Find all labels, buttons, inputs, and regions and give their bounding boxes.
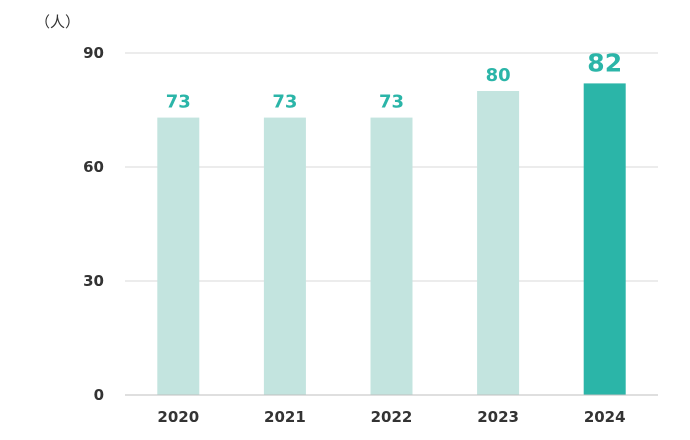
bar-2024 [583,83,626,396]
data-labels: 73 73 73 80 82 [166,48,622,112]
y-tick-label: 30 [83,272,104,290]
data-label-2024: 82 [587,48,622,77]
bars [157,83,626,396]
bar-2020 [157,117,200,395]
x-axis-ticks: 2020 2021 2022 2023 2024 [157,408,625,426]
bar-2022 [370,117,413,395]
data-label-2020: 73 [166,92,191,113]
y-tick-label: 90 [83,44,104,62]
x-tick-label-2022: 2022 [371,408,413,426]
x-tick-label-2023: 2023 [477,408,519,426]
x-tick-label-2024: 2024 [584,408,626,426]
data-label-2021: 73 [272,92,297,113]
x-tick-label-2020: 2020 [157,408,199,426]
bar-2021 [263,117,306,395]
y-axis-ticks: 0 30 60 90 [83,44,104,404]
y-axis-unit-label: （人） [35,13,80,31]
x-tick-label-2021: 2021 [264,408,306,426]
bar-2023 [477,91,520,395]
y-tick-label: 0 [94,386,104,404]
data-label-2023: 80 [486,65,511,86]
y-tick-label: 60 [83,158,104,176]
data-label-2022: 73 [379,92,404,113]
